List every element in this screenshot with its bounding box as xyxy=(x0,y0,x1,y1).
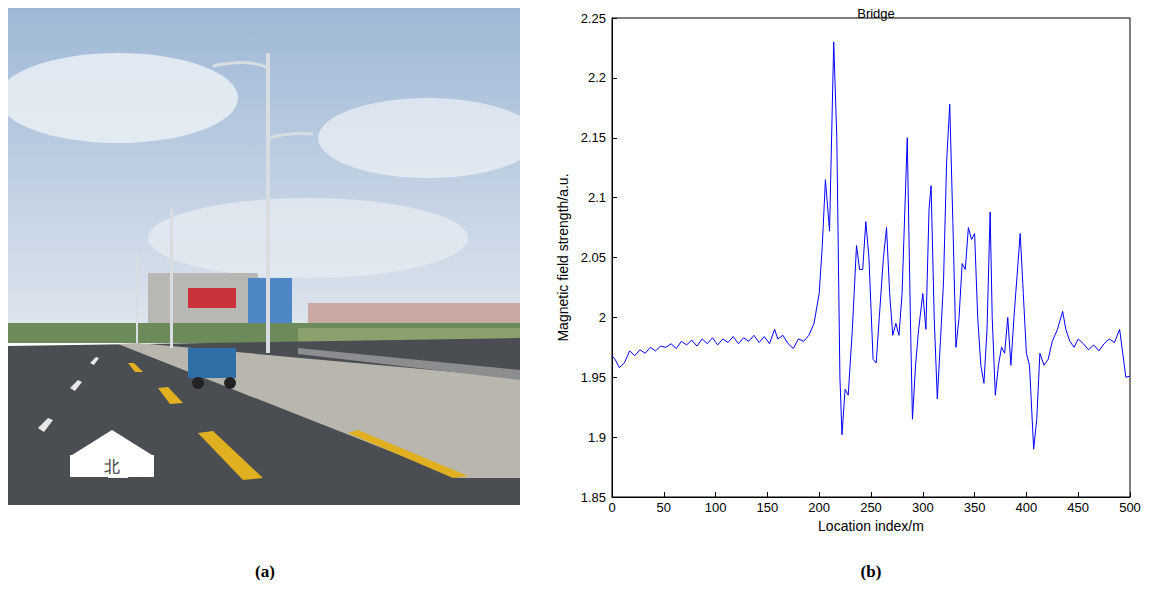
svg-text:50: 50 xyxy=(657,500,671,515)
svg-text:Location index/m: Location index/m xyxy=(818,518,924,534)
svg-text:0: 0 xyxy=(608,500,615,515)
svg-text:100: 100 xyxy=(705,500,727,515)
svg-text:200: 200 xyxy=(808,500,830,515)
svg-text:350: 350 xyxy=(964,500,986,515)
svg-text:北: 北 xyxy=(104,457,120,476)
html-text:(b): (b) xyxy=(860,562,882,581)
svg-text:300: 300 xyxy=(912,500,934,515)
svg-text:1.95: 1.95 xyxy=(581,370,606,385)
svg-text:150: 150 xyxy=(757,500,779,515)
svg-text:Bridge: Bridge xyxy=(857,6,895,21)
svg-text:2.15: 2.15 xyxy=(581,130,606,145)
svg-text:2.05: 2.05 xyxy=(581,250,606,265)
html-text:(a): (a) xyxy=(255,562,275,581)
svg-text:2.1: 2.1 xyxy=(588,190,606,205)
svg-text:2.25: 2.25 xyxy=(581,11,606,26)
svg-text:1.9: 1.9 xyxy=(588,430,606,445)
svg-text:500: 500 xyxy=(1119,500,1141,515)
svg-text:250: 250 xyxy=(860,500,882,515)
svg-text:450: 450 xyxy=(1067,500,1089,515)
svg-text:2.2: 2.2 xyxy=(588,70,606,85)
svg-text:400: 400 xyxy=(1016,500,1038,515)
svg-text:2: 2 xyxy=(599,310,606,325)
svg-text:Magnetic field strength/a.u.: Magnetic field strength/a.u. xyxy=(555,173,571,341)
svg-text:1.85: 1.85 xyxy=(581,490,606,505)
